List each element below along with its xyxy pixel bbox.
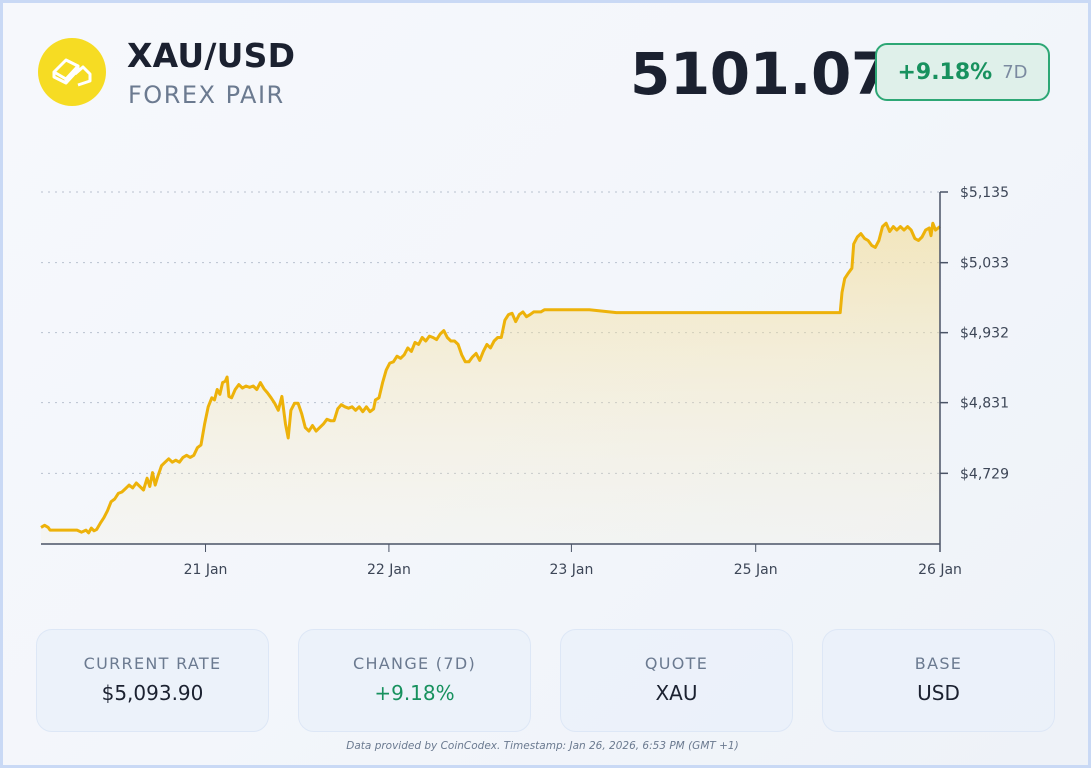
x-tick-label: 22 Jan (367, 562, 411, 578)
stat-base: BASE USD (822, 629, 1055, 732)
x-tick-label: 21 Jan (184, 562, 228, 578)
y-tick-label: $4,831 (960, 396, 1009, 412)
change-period: 7D (1002, 61, 1028, 83)
stat-current-rate: CURRENT RATE $5,093.90 (36, 629, 269, 732)
price-line[interactable] (40, 221, 941, 535)
x-axis-ticks: 21 Jan 22 Jan 23 Jan 25 Jan 26 Jan (184, 544, 962, 578)
gold-bars-icon (50, 52, 94, 92)
y-tick-label: $4,932 (960, 326, 1009, 342)
logo (38, 38, 106, 106)
x-tick-label: 25 Jan (734, 562, 778, 578)
stat-label: CURRENT RATE (83, 654, 222, 673)
pair-title: XAU/USD (127, 36, 296, 75)
stat-value: XAU (655, 681, 698, 705)
price-area (41, 223, 940, 544)
x-tick-label: 26 Jan (918, 562, 962, 578)
current-price: 5101.07 (630, 40, 891, 108)
change-percent: +9.18% (897, 59, 993, 85)
stat-change-7d: CHANGE (7D) +9.18% (298, 629, 531, 732)
change-badge: +9.18% 7D (875, 43, 1050, 101)
price-chart[interactable]: $5,135 $5,033 $4,932 $4,831 $4,729 21 Jan 22 … (0, 0, 1091, 600)
stat-value: +9.18% (374, 681, 455, 705)
x-tick-label: 23 Jan (549, 562, 593, 578)
stat-label: QUOTE (644, 654, 709, 673)
y-axis-ticks: $5,135 $5,033 $4,932 $4,831 $4,729 (940, 185, 1009, 482)
stat-quote: QUOTE XAU (560, 629, 793, 732)
y-tick-label: $5,135 (960, 185, 1009, 201)
pair-subtitle: FOREX PAIR (128, 81, 285, 109)
stat-value: $5,093.90 (101, 681, 204, 705)
stat-label: CHANGE (7D) (353, 654, 476, 673)
data-attribution: Data provided by CoinCodex. Timestamp: J… (346, 740, 739, 752)
stat-label: BASE (914, 654, 963, 673)
y-tick-label: $4,729 (960, 466, 1009, 482)
stat-value: USD (917, 681, 960, 705)
y-tick-label: $5,033 (960, 256, 1009, 272)
